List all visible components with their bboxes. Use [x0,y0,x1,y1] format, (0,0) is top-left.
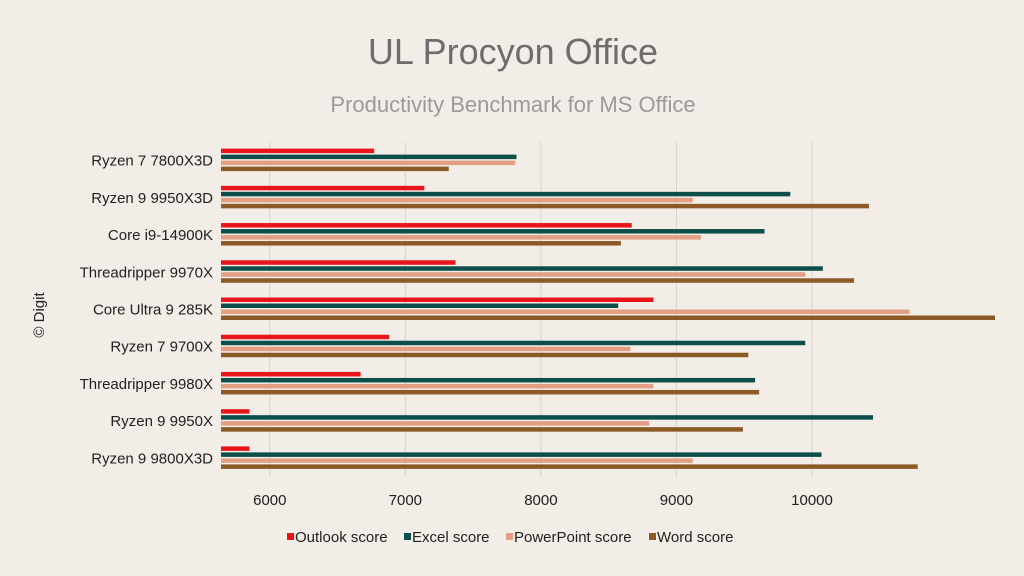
category-label: Ryzen 9 9800X3D [91,450,213,467]
bar [221,166,449,172]
bar [221,241,621,246]
bar [221,446,250,451]
bar [221,266,823,271]
category-label: Ryzen 9 9950X [110,413,213,430]
bar [221,297,654,302]
category-label: Core Ultra 9 285K [93,302,213,319]
bar [221,458,693,463]
bar [221,197,693,203]
bar [221,334,390,340]
legend-swatch [404,533,411,540]
bar [221,389,760,395]
bar [221,415,874,420]
bar [221,315,995,320]
bar [221,346,631,352]
bar [221,260,456,265]
category-label: Ryzen 7 7800X3D [91,153,213,170]
bar [221,223,632,228]
x-tick-label: 8000 [524,492,557,509]
bar [221,309,910,314]
chart-subtitle: Productivity Benchmark for MS Office [330,92,695,117]
bar [221,377,756,383]
bar [221,421,650,426]
bar [221,191,791,197]
bar [221,203,869,209]
x-tick-label: 10000 [791,492,833,509]
legend-swatch [506,533,513,540]
category-label: Threadripper 9970X [80,264,213,281]
bar [221,371,361,377]
bar [221,427,743,432]
x-axis-ticks: 6000 7000 8000 9000 10000 [253,492,833,509]
bar [221,229,765,234]
chart-title: UL Procyon Office [368,31,658,72]
bar [221,160,516,166]
bars [221,148,995,469]
x-tick-label: 6000 [253,492,286,509]
bar [221,303,619,308]
bar [221,154,517,160]
category-label: Threadripper 9980X [80,376,213,393]
legend-swatch [649,533,656,540]
legend-label: Word score [657,529,733,546]
bar [221,352,749,358]
category-label: Ryzen 9 9950X3D [91,190,213,207]
category-label: Core i9-14900K [108,227,213,244]
legend-label: PowerPoint score [514,529,632,546]
bar [221,452,822,457]
bar [221,464,918,469]
category-labels: Ryzen 7 7800X3D Ryzen 9 9950X3D Core i9-14… [80,153,214,468]
bar [221,185,425,191]
bar [221,148,375,154]
bar [221,278,855,283]
watermark: © Digit [31,292,48,338]
legend-label: Excel score [412,529,490,546]
bar [221,272,806,277]
legend: Outlook score Excel score PowerPoint score… [287,529,733,546]
x-tick-label: 7000 [389,492,422,509]
bar [221,409,250,414]
bar [221,340,806,346]
legend-label: Outlook score [295,529,388,546]
category-label: Ryzen 7 9700X [110,339,213,356]
bar [221,383,654,389]
x-tick-label: 9000 [660,492,693,509]
legend-swatch [287,533,294,540]
bar [221,235,701,240]
